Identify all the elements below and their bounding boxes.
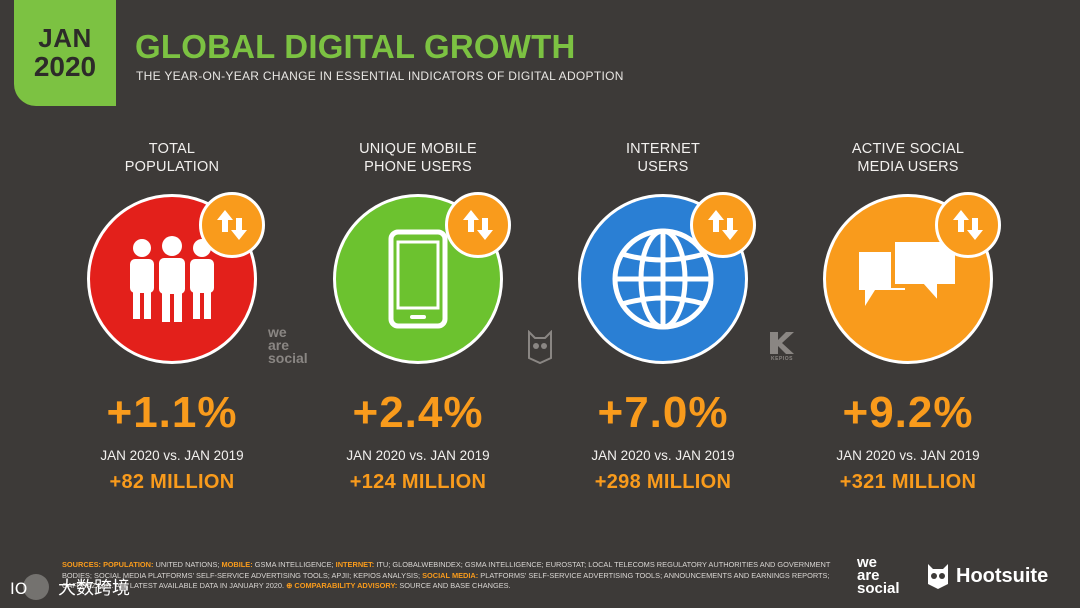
sources-key: SOURCES: (62, 560, 102, 569)
owl-icon (928, 564, 948, 589)
mobile-circle (333, 194, 503, 364)
badge-year: 2020 (33, 50, 97, 82)
owl-watermark-icon (527, 329, 553, 369)
metric-comparison: JAN 2020 vs. JAN 2019 (836, 448, 980, 463)
kepios-watermark: KEPIOS (768, 330, 796, 362)
sources-footnote: SOURCES: POPULATION: UNITED NATIONS; MOB… (62, 560, 842, 592)
population-text: UNITED NATIONS; (153, 560, 222, 569)
brand-mark-icon: IO (10, 574, 49, 600)
metric-change: +7.0% (597, 388, 729, 437)
metric-mobile: UNIQUE MOBILE PHONE USERS +2.4% JAN 2020… (298, 140, 538, 494)
internet-key: INTERNET: (335, 560, 375, 569)
kepios-logo-icon (770, 332, 794, 354)
population-key: POPULATION: (103, 560, 154, 569)
advisory-text: SOURCE AND BASE CHANGES. (397, 581, 511, 590)
up-down-arrows-icon (690, 192, 756, 258)
up-down-arrows-icon (445, 192, 511, 258)
metric-absolute: +82 MILLION (109, 471, 235, 493)
mobile-phone-icon (388, 229, 448, 329)
metric-absolute: +298 MILLION (594, 471, 732, 493)
up-down-arrows-icon (935, 192, 1001, 258)
social-text: PLATFORMS' SELF-SERVICE ADVERTISING TOOL… (62, 570, 830, 591)
metric-label: UNIQUE MOBILE PHONE USERS (359, 141, 477, 175)
social-key: SOCIAL MEDIA: (422, 570, 479, 580)
we-are-social-logo: we are social (857, 554, 900, 597)
metric-label: INTERNET USERS (625, 141, 701, 175)
metric-internet: INTERNET USERS +7.0% JAN 2020 vs. JAN 20… (543, 140, 783, 494)
metric-change: +2.4% (352, 388, 484, 437)
internet-text: ITU; GLOBALWEBINDEX; GSMA INTELLIGENCE; … (62, 560, 831, 580)
metric-absolute: +321 MILLION (839, 471, 977, 493)
badge-month: JAN (38, 22, 92, 53)
globe-icon (612, 228, 714, 330)
was-line-2: are (857, 567, 880, 584)
metric-social: ACTIVE SOCIAL MEDIA USERS +9.2% JAN 2020… (788, 140, 1028, 494)
metric-change: +9.2% (842, 388, 974, 437)
metric-population: TOTAL POPULATION +1.1% JAN 2020 vs. JAN … (52, 140, 292, 494)
metric-change: +1.1% (106, 388, 238, 437)
mobile-key: MOBILE: (221, 560, 253, 569)
metric-comparison: JAN 2020 vs. JAN 2019 (346, 448, 490, 463)
page-subtitle: THE YEAR-ON-YEAR CHANGE IN ESSENTIAL IND… (136, 69, 624, 83)
advisory-key: ⊕ COMPARABILITY ADVISORY: (286, 581, 398, 590)
was-line-3: social (857, 580, 900, 597)
hootsuite-logo: Hootsuite (926, 562, 1048, 590)
kepios-text: KEPIOS (771, 356, 793, 362)
metric-label: TOTAL POPULATION (124, 141, 220, 175)
date-badge: JAN 2020 (14, 0, 116, 106)
cn-brand-watermark: IO 大数跨境 (8, 572, 130, 602)
mobile-text: GSMA INTELLIGENCE; (252, 560, 336, 569)
svg-text:IO: IO (10, 579, 27, 598)
up-down-arrows-icon (199, 192, 265, 258)
metric-label: ACTIVE SOCIAL MEDIA USERS (851, 141, 965, 175)
people-icon (130, 236, 214, 322)
page-title: GLOBAL DIGITAL GROWTH (135, 28, 576, 65)
metric-absolute: +124 MILLION (349, 471, 487, 493)
hootsuite-text: Hootsuite (956, 564, 1049, 587)
metric-comparison: JAN 2020 vs. JAN 2019 (591, 448, 735, 463)
we-are-social-watermark: we are social (268, 324, 308, 366)
cn-brand-text: 大数跨境 (58, 578, 130, 598)
was-line-1: we (857, 554, 878, 571)
metric-comparison: JAN 2020 vs. JAN 2019 (100, 448, 244, 463)
